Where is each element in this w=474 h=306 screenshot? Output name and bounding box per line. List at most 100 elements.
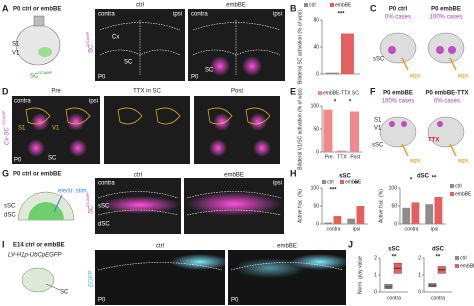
label: GCaMP: [38, 70, 53, 75]
signal: [253, 139, 271, 157]
sc-region: [38, 47, 52, 57]
label: P0 embBE: [431, 7, 461, 13]
y-tick-label: 100: [311, 185, 320, 191]
bar: [356, 206, 365, 224]
brain-drawing: [15, 24, 61, 66]
label: ipsi: [173, 12, 182, 18]
label: Cx: [112, 35, 119, 41]
brain-drawing: [379, 32, 417, 64]
box: [384, 284, 393, 289]
legend-swatch: [455, 256, 459, 260]
label: SC: [48, 156, 57, 162]
legend-label: embBE: [345, 179, 362, 185]
bar: [341, 33, 354, 74]
legend-swatch: [318, 91, 322, 95]
side-label: SC: [89, 205, 95, 214]
label: 100% cases: [430, 15, 463, 21]
signal: [234, 258, 306, 278]
image-title: embBE: [226, 3, 246, 9]
panel-letter: J: [348, 239, 353, 249]
panel-letter: G: [2, 168, 9, 178]
legend-swatch: [330, 3, 334, 7]
pointer: [45, 283, 61, 291]
outline: [192, 20, 281, 75]
label: P0: [14, 158, 22, 164]
significance: **: [354, 182, 359, 188]
bar: [411, 202, 420, 224]
label: sSC: [373, 57, 385, 63]
legend-swatch: [450, 184, 454, 188]
label: 0% cases: [434, 99, 460, 105]
label: P0: [191, 75, 199, 81]
label: electr. stim.: [58, 189, 89, 195]
label: contra: [98, 181, 115, 187]
x-tick-label: Post: [350, 154, 361, 160]
label: P0: [98, 75, 106, 81]
image-title: embBE: [224, 173, 244, 179]
legend-label: embBE: [335, 2, 352, 8]
image-title: TTX in SC: [133, 89, 161, 95]
legend-swatch: [455, 264, 459, 268]
wps-arrow: [401, 143, 457, 157]
label: S1: [374, 118, 382, 124]
panel-title: E14 ctrl or embBE: [13, 243, 65, 249]
significance: ***: [329, 188, 337, 194]
brain-drawing: [427, 32, 465, 64]
image-title: Pre: [51, 89, 61, 95]
outline: [97, 262, 344, 271]
label: P0 ctrl: [389, 7, 408, 13]
label: ipsi: [89, 99, 98, 105]
label: contra: [98, 12, 115, 18]
y-tick-label: 0: [374, 289, 377, 295]
x-tick-label: contra: [327, 226, 341, 232]
legend-label: embBE-TTX SC: [323, 90, 359, 96]
label: P0: [231, 298, 239, 304]
legend-label: ctrl: [455, 183, 462, 189]
bar: [434, 197, 443, 224]
chart-title: dSC: [432, 247, 445, 253]
panel-letter: D: [2, 86, 9, 96]
label: P0 embBE-TTX: [425, 91, 468, 97]
x-tick-label: TTX: [337, 154, 347, 160]
activation: [389, 121, 395, 127]
y-tick-label: 2: [418, 255, 421, 261]
side-label: GCaMP: [85, 192, 90, 207]
label: sSC: [98, 204, 110, 210]
image-title: Post: [231, 89, 243, 95]
legend-label: embBE: [460, 263, 474, 269]
legend-swatch: [340, 180, 344, 184]
brain-drawing: [379, 116, 417, 148]
chart-title: dSC: [417, 174, 430, 180]
image-title: ctrl: [156, 244, 164, 250]
chart-title: sSC: [339, 174, 351, 180]
y-tick-label: 2: [374, 255, 377, 261]
outline: [97, 191, 282, 216]
electrode: [53, 194, 63, 213]
legend-label: ctrl: [309, 2, 316, 8]
signal: [100, 196, 180, 214]
y-axis-label: Bilateral V1/SC activation (% of wps): [297, 88, 303, 170]
label: ipsi: [273, 12, 282, 18]
panel-letter: E: [290, 86, 296, 96]
chart-title: sSC: [388, 247, 400, 253]
side-label: EGFP: [89, 271, 95, 287]
panel-i: I E14 ctrl or embBE LV-H1p-UbCpEGFP SC E…: [2, 239, 350, 305]
image-title: embBE: [277, 244, 297, 250]
y-tick-label: 50: [313, 126, 319, 132]
embryo-brain: [21, 267, 55, 293]
panel-letter: A: [2, 3, 9, 13]
label: SC: [60, 290, 69, 296]
label: P0 embBE: [383, 91, 413, 97]
panel-a: A P0 ctrl or embBE S1 V1 SC GCaMP: [2, 3, 61, 79]
significance: *: [410, 178, 413, 184]
label: S1: [12, 42, 20, 48]
bar: [324, 222, 333, 224]
label: wps: [409, 74, 421, 80]
bar: [325, 72, 339, 74]
label: V1: [52, 126, 60, 132]
signal: [186, 192, 282, 216]
legend-label: ctrl: [327, 179, 334, 185]
signal: [69, 139, 87, 157]
